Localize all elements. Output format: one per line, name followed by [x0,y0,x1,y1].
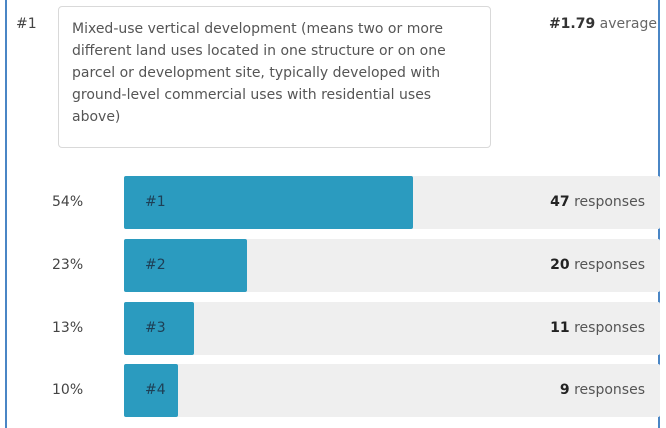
average-suffix: average [595,16,657,32]
bar-responses: 20 responses [550,239,645,292]
bar-row: 10% #4 9 responses [7,364,666,417]
bar-responses: 9 responses [560,364,645,417]
bar-response-suffix: responses [569,382,645,398]
bar-response-count: 11 [550,320,570,336]
question-text: Mixed-use vertical development (means tw… [72,21,446,125]
bar-rank-label: #4 [145,382,166,398]
bar-percent: 54% [52,194,84,210]
bar-fill [124,364,178,417]
bar-row: 23% #2 20 responses [7,239,666,292]
bar-responses: 11 responses [550,302,645,355]
bar-percent: 23% [52,257,84,273]
item-rank: #1 [16,16,37,32]
bar-track: #2 20 responses [124,239,660,292]
bar-response-suffix: responses [569,194,645,210]
bar-rank-label: #2 [145,257,166,273]
bar-rank-label: #3 [145,320,166,336]
bar-track: #4 9 responses [124,364,660,417]
bar-response-count: 20 [550,257,570,273]
bar-fill [124,176,414,229]
question-text-box: Mixed-use vertical development (means tw… [58,6,491,148]
bar-percent: 10% [52,382,84,398]
bar-fill [124,239,248,292]
average-rank: #1.79 average [549,16,657,32]
bar-track: #3 11 responses [124,302,660,355]
bar-percent: 13% [52,320,84,336]
bar-response-suffix: responses [569,320,645,336]
average-value: #1.79 [548,16,596,32]
ranking-result-panel: #1 Mixed-use vertical development (means… [5,0,660,428]
bar-response-suffix: responses [569,257,645,273]
bar-response-count: 47 [550,194,570,210]
bar-fill [124,302,194,355]
bar-track: #1 47 responses [124,176,660,229]
bar-response-count: 9 [559,382,570,398]
bar-rank-label: #1 [145,194,166,210]
bar-row: 13% #3 11 responses [7,302,666,355]
bar-row: 54% #1 47 responses [7,176,666,229]
bar-responses: 47 responses [550,176,645,229]
